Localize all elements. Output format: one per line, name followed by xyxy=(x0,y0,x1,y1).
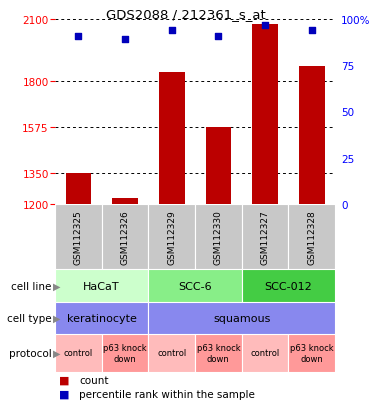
Text: control: control xyxy=(250,349,280,358)
Bar xyxy=(55,204,102,269)
Text: HaCaT: HaCaT xyxy=(83,281,120,291)
Text: ■: ■ xyxy=(59,375,69,385)
Text: ▶: ▶ xyxy=(53,281,60,291)
Text: control: control xyxy=(64,349,93,358)
Bar xyxy=(195,334,242,372)
Text: percentile rank within the sample: percentile rank within the sample xyxy=(79,389,255,399)
Text: GSM112327: GSM112327 xyxy=(260,210,269,264)
Bar xyxy=(299,67,325,204)
Text: count: count xyxy=(79,375,109,385)
Text: cell type: cell type xyxy=(7,313,51,323)
Text: p63 knock
down: p63 knock down xyxy=(197,344,240,363)
Bar xyxy=(148,269,242,302)
Text: ■: ■ xyxy=(59,389,69,399)
Bar xyxy=(112,199,138,204)
Bar xyxy=(148,302,335,334)
Bar xyxy=(102,204,148,269)
Point xyxy=(215,33,221,40)
Bar xyxy=(242,334,288,372)
Bar xyxy=(148,334,195,372)
Bar xyxy=(242,204,288,269)
Bar xyxy=(288,334,335,372)
Text: GSM112325: GSM112325 xyxy=(74,210,83,264)
Text: squamous: squamous xyxy=(213,313,270,323)
Bar xyxy=(242,269,335,302)
Bar xyxy=(102,334,148,372)
Text: SCC-012: SCC-012 xyxy=(265,281,312,291)
Text: SCC-6: SCC-6 xyxy=(178,281,212,291)
Text: GSM112326: GSM112326 xyxy=(121,210,129,264)
Text: protocol: protocol xyxy=(9,348,51,358)
Text: keratinocyte: keratinocyte xyxy=(67,313,137,323)
Bar xyxy=(148,204,195,269)
Text: cell line: cell line xyxy=(11,281,51,291)
Text: GSM112328: GSM112328 xyxy=(307,210,316,264)
Text: p63 knock
down: p63 knock down xyxy=(103,344,147,363)
Text: control: control xyxy=(157,349,186,358)
Text: p63 knock
down: p63 knock down xyxy=(290,344,334,363)
Text: GSM112329: GSM112329 xyxy=(167,210,176,264)
Bar xyxy=(66,173,91,204)
Bar xyxy=(55,302,148,334)
Bar xyxy=(206,128,231,204)
Bar xyxy=(55,269,148,302)
Bar xyxy=(55,334,102,372)
Point xyxy=(75,33,81,40)
Text: GDS2088 / 212361_s_at: GDS2088 / 212361_s_at xyxy=(106,8,265,21)
Point xyxy=(122,37,128,43)
Bar xyxy=(252,25,278,204)
Text: GSM112330: GSM112330 xyxy=(214,209,223,264)
Point xyxy=(309,28,315,34)
Point xyxy=(169,28,175,34)
Bar xyxy=(159,73,184,204)
Bar xyxy=(288,204,335,269)
Point xyxy=(262,22,268,29)
Text: ▶: ▶ xyxy=(53,348,60,358)
Bar xyxy=(195,204,242,269)
Text: ▶: ▶ xyxy=(53,313,60,323)
